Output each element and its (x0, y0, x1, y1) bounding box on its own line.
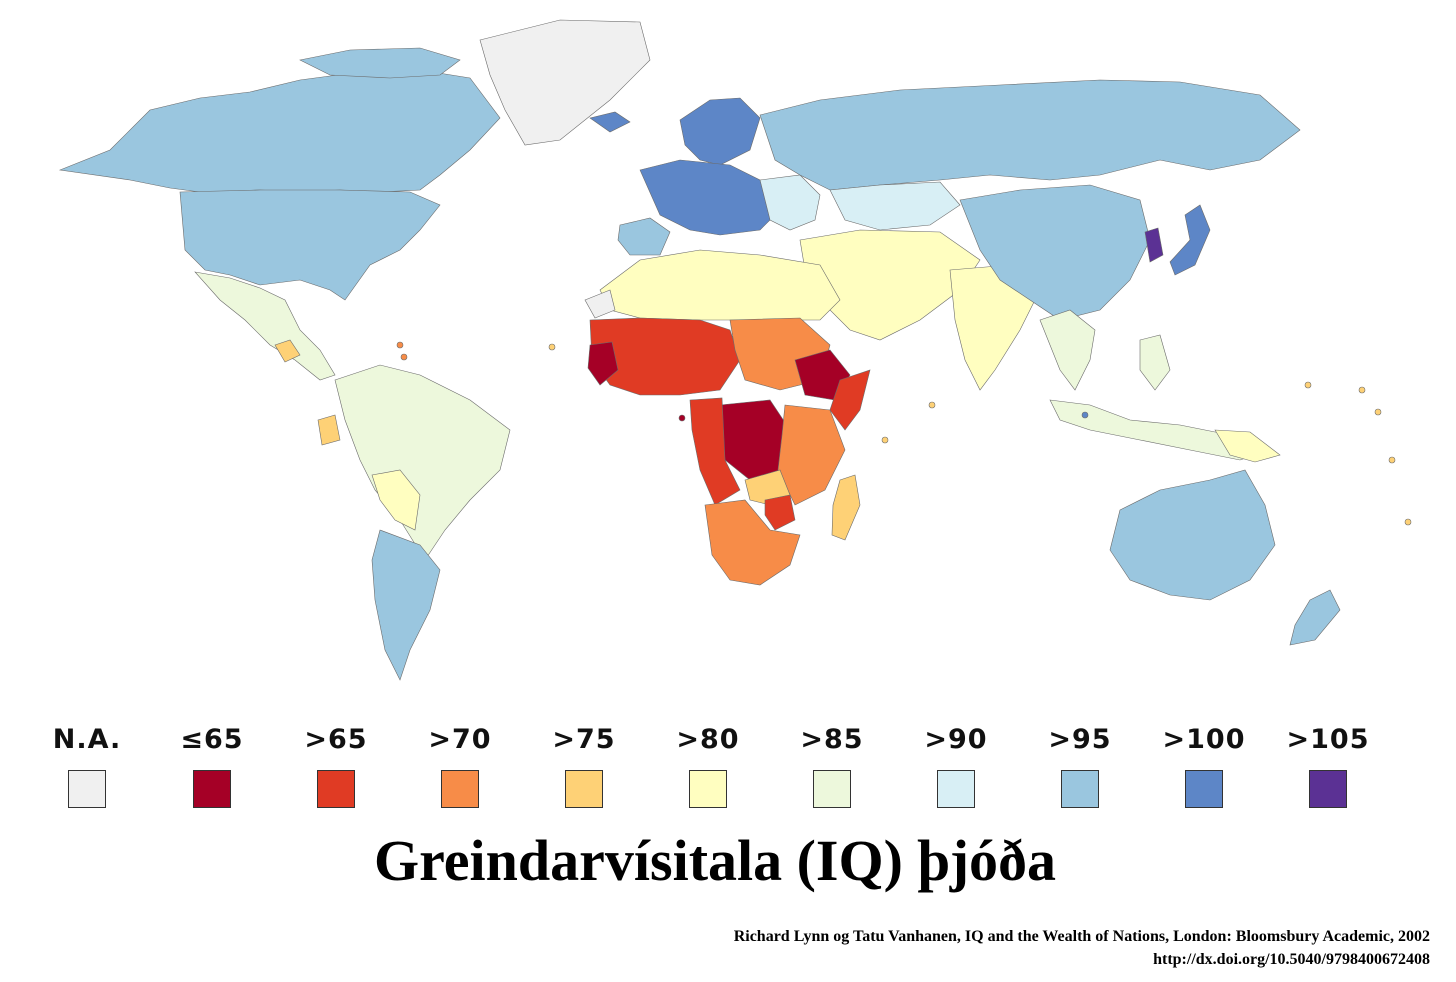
region-scandinavia (679, 97, 761, 166)
region-guinea-coast (587, 341, 619, 386)
region-greenland (479, 19, 651, 146)
legend-label: >75 (552, 724, 616, 755)
region-australia (1109, 469, 1276, 601)
region-central-africa (689, 397, 741, 506)
region-korea (1144, 227, 1164, 263)
legend-swatch (1185, 770, 1223, 808)
island-cape-verde (548, 343, 556, 351)
region-east-africa (777, 404, 846, 506)
region-iceland (589, 111, 631, 133)
legend-label: >95 (1048, 724, 1112, 755)
region-kazakhstan (829, 181, 961, 231)
region-western-sahara (584, 289, 616, 319)
citation-line-2: http://dx.doi.org/10.5040/9798400672408 (1153, 951, 1430, 968)
island-singapore (1081, 411, 1089, 419)
legend-swatch (441, 770, 479, 808)
region-usa (179, 189, 441, 301)
island-caribbean (396, 341, 404, 349)
legend-item-gt105: >105 (1278, 722, 1378, 808)
region-southern-africa (704, 499, 801, 586)
legend-swatch (1309, 770, 1347, 808)
region-canada-arctic-islands (299, 47, 461, 79)
legend-swatch (193, 770, 231, 808)
map-title: Greindarvísitala (IQ) þjóða (373, 828, 1057, 893)
legend-label: >85 (800, 724, 864, 755)
region-ecuador (317, 414, 341, 446)
region-zimbabwe (764, 494, 796, 531)
legend-item-gt70: >70 (410, 722, 510, 808)
legend-item-gt90: >90 (906, 722, 1006, 808)
region-philippines (1139, 334, 1171, 391)
legend-swatch (565, 770, 603, 808)
island-caribbean (400, 353, 408, 361)
legend: N.A. ≤65 >65 >70 >75 >80 >85 >90 >95 >10… (0, 722, 1456, 822)
region-southeast-asia (1039, 309, 1096, 391)
island-pacific (1304, 381, 1312, 389)
legend-label: >100 (1162, 724, 1246, 755)
legend-swatch (937, 770, 975, 808)
island-pacific (1404, 518, 1412, 526)
region-iberia (617, 217, 671, 256)
legend-item-gt65: >65 (286, 722, 386, 808)
region-madagascar (831, 474, 861, 541)
region-canada-alaska (58, 69, 501, 193)
region-north-africa (599, 249, 841, 321)
world-map (58, 19, 1412, 681)
legend-label: N.A. (52, 724, 122, 755)
region-new-zealand (1289, 589, 1341, 646)
legend-label: >80 (676, 724, 740, 755)
legend-label: >90 (924, 724, 988, 755)
legend-swatch (317, 770, 355, 808)
world-map-svg (58, 19, 1412, 681)
region-russia (759, 79, 1301, 191)
legend-item-gt75: >75 (534, 722, 634, 808)
legend-item-gt100: >100 (1154, 722, 1254, 808)
region-argentina-chile (371, 529, 441, 681)
region-new-guinea (1214, 429, 1281, 463)
island-sao-tome (678, 414, 686, 422)
legend-item-gt80: >80 (658, 722, 758, 808)
region-south-america (334, 364, 511, 561)
region-china (959, 184, 1151, 321)
legend-swatch (813, 770, 851, 808)
legend-item-gt95: >95 (1030, 722, 1130, 808)
island-maldives (928, 401, 936, 409)
region-western-europe (639, 159, 781, 236)
legend-swatch (68, 770, 106, 808)
island-pacific (1388, 456, 1396, 464)
region-eastern-europe (759, 174, 821, 231)
region-mexico-central-america (194, 271, 336, 381)
legend-item-gt85: >85 (782, 722, 882, 808)
region-horn-of-africa (829, 369, 871, 431)
legend-swatch (689, 770, 727, 808)
region-guatemala (274, 339, 301, 363)
legend-item-le65: ≤65 (162, 722, 262, 808)
legend-label: ≤65 (180, 724, 244, 755)
legend-swatch (1061, 770, 1099, 808)
island-pacific (1374, 408, 1382, 416)
region-japan (1169, 204, 1211, 276)
citation-line-1: Richard Lynn og Tatu Vanhanen, IQ and th… (733, 928, 1430, 945)
legend-label: >70 (428, 724, 492, 755)
legend-label: >65 (304, 724, 368, 755)
legend-item-na: N.A. (37, 722, 137, 808)
island-seychelles (881, 436, 889, 444)
region-bolivia-paraguay (371, 469, 421, 531)
island-pacific (1358, 386, 1366, 394)
legend-label: >105 (1286, 724, 1370, 755)
